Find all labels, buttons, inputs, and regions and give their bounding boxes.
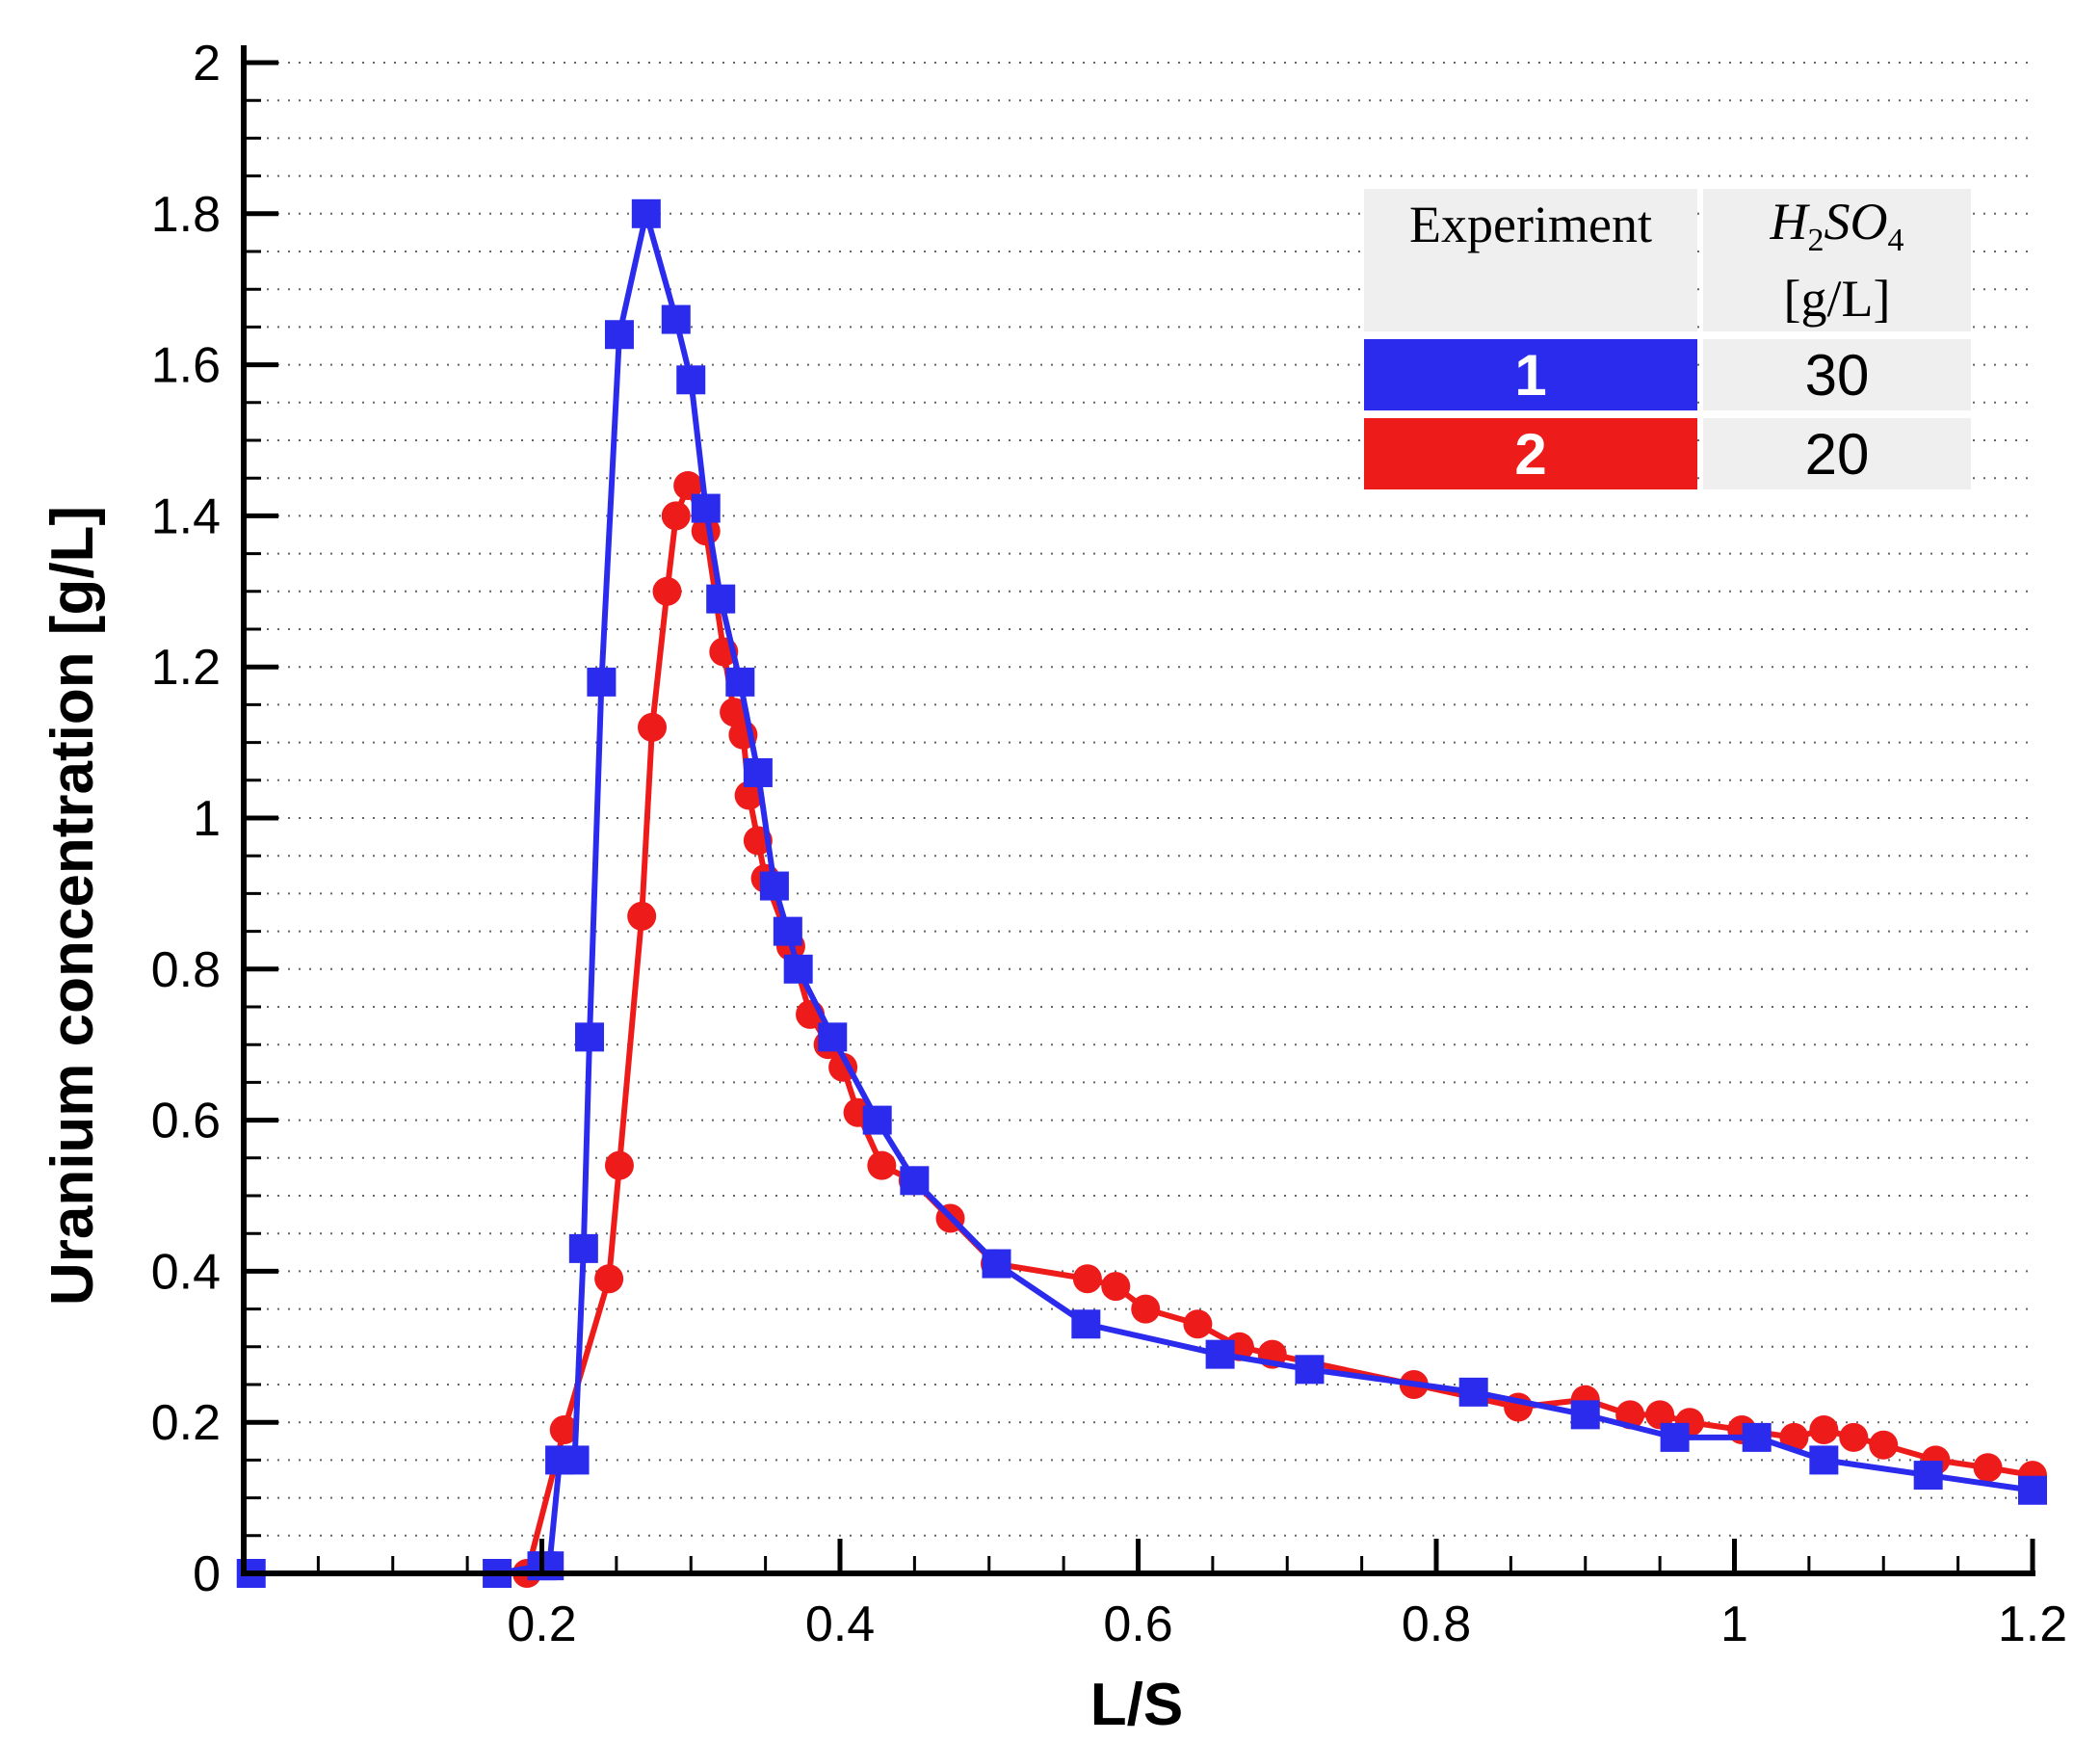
series-1-point	[1742, 1422, 1772, 1452]
x-axis-title: L/S	[1090, 1672, 1183, 1738]
series-1-point	[1809, 1445, 1839, 1475]
series-2-point	[1072, 1264, 1102, 1294]
series-1-point	[568, 1233, 598, 1263]
series-1-point	[982, 1249, 1011, 1279]
series-2-point	[604, 1150, 634, 1180]
series-1-point	[1913, 1461, 1943, 1491]
series-1-point	[725, 667, 755, 697]
y-tick-label: 1.4	[151, 488, 221, 544]
x-tick-label: 0.4	[805, 1597, 875, 1652]
series-2-point	[734, 780, 764, 810]
legend-header-unit: [g/L]	[1783, 269, 1891, 328]
series-1-line	[250, 210, 2034, 1576]
series-2-point	[594, 1264, 624, 1294]
series-1-point	[818, 1022, 848, 1052]
x-tick-label: 0.2	[507, 1597, 576, 1652]
axes	[241, 45, 2035, 1576]
formula-sub-4: 4	[1887, 222, 1904, 258]
series-1-point	[900, 1166, 930, 1196]
series-1-point	[575, 1022, 605, 1052]
series-1-point	[1458, 1377, 1488, 1407]
y-tick-label: 0.4	[151, 1244, 221, 1300]
series-2-point	[1101, 1272, 1131, 1302]
legend-header-row: Experiment H2SO4 [g/L]	[1364, 189, 1971, 331]
series-1-point	[691, 493, 721, 523]
series-2-point	[673, 471, 703, 501]
y-tick-label: 0	[193, 1546, 221, 1602]
series-2-point	[720, 698, 749, 727]
x-tick-label: 0.8	[1402, 1597, 1471, 1652]
series-1	[236, 198, 2047, 1588]
series-1-point	[661, 304, 691, 334]
legend-value-2: 20	[1703, 418, 1971, 489]
series-1-point	[1295, 1355, 1325, 1385]
series-1-point	[743, 757, 773, 787]
x-tick-label: 1.2	[1998, 1597, 2067, 1652]
y-tick-label: 0.8	[151, 942, 221, 998]
series-2-point	[1839, 1422, 1869, 1452]
series-1-point	[2018, 1475, 2047, 1505]
legend-header-formula: H2SO4	[1703, 193, 1971, 270]
formula-h: H	[1770, 193, 1808, 251]
y-tick-label: 0.2	[151, 1395, 221, 1451]
series-2-point	[627, 901, 657, 931]
legend-row: 2 20	[1364, 418, 1971, 489]
series-2-point	[661, 501, 691, 531]
series-1-point	[587, 667, 617, 697]
legend-header-experiment: Experiment	[1364, 189, 1697, 331]
series-2-point	[867, 1150, 897, 1180]
y-tick-label: 1.8	[151, 187, 221, 243]
series-2-point	[1973, 1453, 2003, 1483]
series-1-point	[1071, 1309, 1101, 1339]
series-2-point	[638, 712, 668, 742]
legend-header-acid: H2SO4 [g/L]	[1703, 189, 1971, 331]
series-1-point	[759, 871, 789, 901]
series-2-line	[524, 483, 2034, 1574]
y-tick-label: 1.6	[151, 338, 221, 394]
y-tick-label: 0.6	[151, 1094, 221, 1149]
series-layer	[236, 198, 2047, 1588]
formula-sub-2: 2	[1807, 222, 1824, 258]
x-tick-label: 0.6	[1103, 1597, 1172, 1652]
legend-value-1: 30	[1703, 339, 1971, 410]
series-2-point	[549, 1415, 579, 1445]
series-2-point	[1131, 1294, 1161, 1324]
y-tick-label: 1.2	[151, 640, 221, 696]
y-tick-label: 2	[193, 36, 221, 92]
grid-lines	[246, 62, 2033, 1537]
series-1-point	[631, 198, 661, 228]
series-1-point	[1570, 1400, 1600, 1430]
legend-table: Experiment H2SO4 [g/L] 1 30 2 20	[1358, 181, 1977, 497]
series-2-point	[1183, 1309, 1213, 1339]
series-2-point	[1869, 1430, 1899, 1460]
series-2	[512, 471, 2047, 1588]
formula-so: SO	[1824, 193, 1888, 251]
series-1-point	[560, 1445, 590, 1475]
series-2-point	[652, 576, 682, 606]
y-tick-label: 1	[193, 791, 221, 847]
tick-labels: 0 0.2 0.4 0.6 0.8 1 1.2 1.4 1.6 1.8 2 0.2 0.4 0.6 0.8 1…	[151, 36, 2067, 1652]
legend-row: 1 30	[1364, 339, 1971, 410]
x-tick-label: 1	[1720, 1597, 1748, 1652]
series-2-point	[1809, 1415, 1839, 1445]
series-1-point	[604, 320, 634, 350]
series-1-point	[783, 954, 813, 984]
legend-experiment-2: 2	[1364, 418, 1697, 489]
series-2-point	[1645, 1400, 1675, 1430]
legend-experiment-1: 1	[1364, 339, 1697, 410]
series-1-point	[773, 916, 802, 946]
y-axis-title: Uranium concentration [g/L]	[39, 506, 106, 1306]
series-1-point	[1660, 1422, 1690, 1452]
series-1-point	[706, 584, 736, 614]
series-1-point	[676, 365, 706, 395]
series-1-point	[1205, 1339, 1235, 1369]
series-1-point	[862, 1105, 892, 1135]
